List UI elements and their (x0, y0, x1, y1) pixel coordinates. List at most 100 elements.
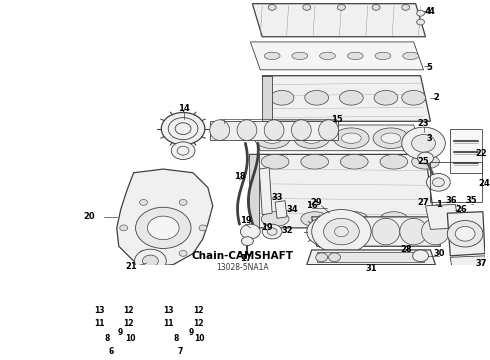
Text: 10: 10 (195, 334, 205, 343)
Polygon shape (447, 212, 485, 256)
Polygon shape (250, 42, 423, 70)
Text: 3: 3 (427, 134, 432, 143)
Ellipse shape (313, 218, 341, 245)
Text: 7: 7 (177, 347, 183, 356)
Circle shape (417, 152, 434, 164)
Text: 12: 12 (123, 319, 134, 328)
Circle shape (338, 4, 345, 10)
Ellipse shape (187, 331, 199, 339)
Text: 28: 28 (400, 246, 412, 255)
Polygon shape (312, 217, 441, 246)
Text: 26: 26 (455, 205, 467, 214)
Ellipse shape (373, 128, 409, 148)
Ellipse shape (334, 128, 369, 148)
Text: 1: 1 (437, 200, 442, 209)
Polygon shape (262, 76, 431, 121)
Text: 9: 9 (118, 328, 123, 337)
Text: 16: 16 (306, 201, 318, 210)
Ellipse shape (174, 317, 188, 324)
Polygon shape (262, 76, 272, 121)
Bar (450, 129, 482, 173)
Text: 32: 32 (281, 226, 293, 235)
Ellipse shape (402, 90, 425, 105)
Circle shape (120, 225, 128, 231)
Ellipse shape (104, 303, 120, 312)
Polygon shape (259, 168, 272, 215)
Text: 8: 8 (173, 334, 179, 343)
Circle shape (455, 226, 475, 241)
Ellipse shape (380, 212, 408, 226)
Text: 19: 19 (240, 216, 251, 225)
Ellipse shape (301, 212, 328, 226)
Ellipse shape (403, 52, 418, 59)
Circle shape (268, 4, 276, 10)
Ellipse shape (319, 52, 336, 59)
Circle shape (171, 142, 195, 159)
Text: 11: 11 (94, 319, 104, 328)
Polygon shape (252, 4, 425, 37)
Ellipse shape (261, 154, 289, 169)
Ellipse shape (116, 317, 128, 324)
Polygon shape (249, 154, 259, 228)
Ellipse shape (177, 324, 195, 334)
Text: 22: 22 (475, 149, 487, 158)
Text: 8: 8 (104, 334, 110, 343)
Text: 25: 25 (417, 157, 429, 166)
Ellipse shape (340, 90, 363, 105)
Circle shape (416, 10, 424, 16)
Circle shape (402, 4, 410, 10)
Circle shape (179, 251, 187, 256)
Circle shape (135, 249, 166, 273)
Ellipse shape (301, 154, 328, 169)
Ellipse shape (302, 133, 321, 143)
Circle shape (402, 127, 445, 159)
Text: 36: 36 (445, 196, 457, 205)
Text: 13: 13 (163, 306, 173, 315)
Text: 5: 5 (427, 63, 432, 72)
Polygon shape (275, 201, 287, 218)
Circle shape (303, 4, 311, 10)
Ellipse shape (342, 133, 361, 143)
Polygon shape (117, 169, 213, 266)
Ellipse shape (381, 133, 401, 143)
Text: 2: 2 (434, 93, 440, 102)
Text: 33: 33 (271, 193, 283, 202)
Ellipse shape (185, 303, 197, 311)
Text: 14: 14 (178, 104, 190, 113)
Bar (114, 339, 120, 356)
Circle shape (267, 228, 277, 235)
Ellipse shape (341, 154, 368, 169)
Text: 4: 4 (429, 7, 435, 16)
Circle shape (433, 178, 444, 187)
Ellipse shape (292, 52, 308, 59)
Text: 10: 10 (125, 334, 136, 343)
Ellipse shape (264, 120, 284, 140)
Ellipse shape (264, 52, 280, 59)
Text: 31: 31 (365, 264, 377, 273)
Bar (210, 121, 339, 140)
Ellipse shape (104, 331, 116, 339)
Text: 27: 27 (418, 198, 429, 207)
Text: 29: 29 (311, 198, 322, 207)
Ellipse shape (261, 212, 289, 226)
Text: 18: 18 (234, 172, 245, 181)
Circle shape (161, 112, 205, 145)
Polygon shape (249, 154, 436, 228)
Polygon shape (450, 256, 487, 270)
Ellipse shape (210, 120, 230, 140)
Circle shape (447, 221, 483, 247)
Circle shape (140, 199, 147, 205)
Text: 24: 24 (478, 179, 490, 188)
Circle shape (136, 207, 191, 248)
Polygon shape (250, 125, 423, 151)
Circle shape (147, 216, 179, 240)
Ellipse shape (347, 52, 363, 59)
Text: 9: 9 (188, 328, 194, 337)
Ellipse shape (380, 154, 408, 169)
Text: 15: 15 (331, 114, 343, 123)
Text: 4: 4 (424, 6, 431, 15)
Text: 35: 35 (465, 196, 477, 205)
Text: 19: 19 (261, 224, 273, 233)
Ellipse shape (400, 218, 427, 245)
Ellipse shape (374, 90, 398, 105)
